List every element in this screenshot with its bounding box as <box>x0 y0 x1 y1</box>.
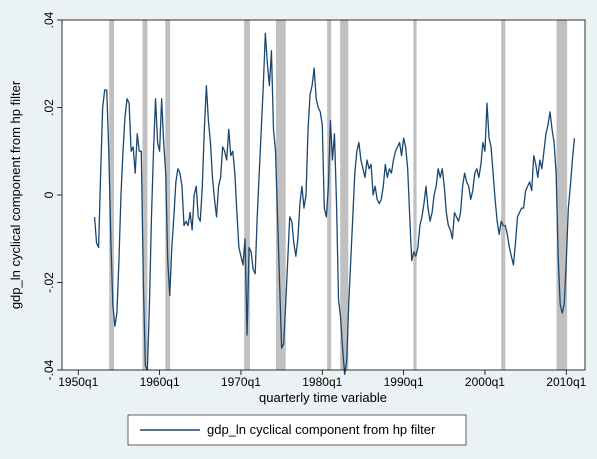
x-tick-label: 1950q1 <box>58 375 98 389</box>
x-tick-label: 1960q1 <box>140 375 180 389</box>
x-tick-label: 1970q1 <box>221 375 261 389</box>
y-tick-label: 0 <box>42 191 56 198</box>
series-line <box>93 32 576 376</box>
shaded-period <box>165 20 171 370</box>
shaded-period <box>413 20 417 370</box>
shaded-period <box>340 20 349 370</box>
shaded-period <box>327 20 332 370</box>
shaded-period <box>109 20 115 370</box>
plot-content <box>93 20 576 376</box>
shaded-period <box>501 20 506 370</box>
shaded-period <box>556 20 568 370</box>
x-tick-label: 2000q1 <box>465 375 505 389</box>
y-tick-label: -.04 <box>42 359 56 380</box>
y-tick-label: .04 <box>42 11 56 28</box>
x-tick-label: 1980q1 <box>302 375 342 389</box>
shaded-period <box>142 20 148 370</box>
y-tick-label: -.02 <box>42 272 56 293</box>
shaded-period <box>275 20 286 370</box>
x-axis-title: quarterly time variable <box>259 390 387 405</box>
x-tick-label: 2010q1 <box>546 375 586 389</box>
y-axis-title: gdp_ln cyclical component from hp filter <box>8 80 23 309</box>
legend-label: gdp_ln cyclical component from hp filter <box>207 422 436 437</box>
y-tick-label: .02 <box>42 99 56 116</box>
shaded-period <box>244 20 250 370</box>
x-tick-label: 1990q1 <box>384 375 424 389</box>
